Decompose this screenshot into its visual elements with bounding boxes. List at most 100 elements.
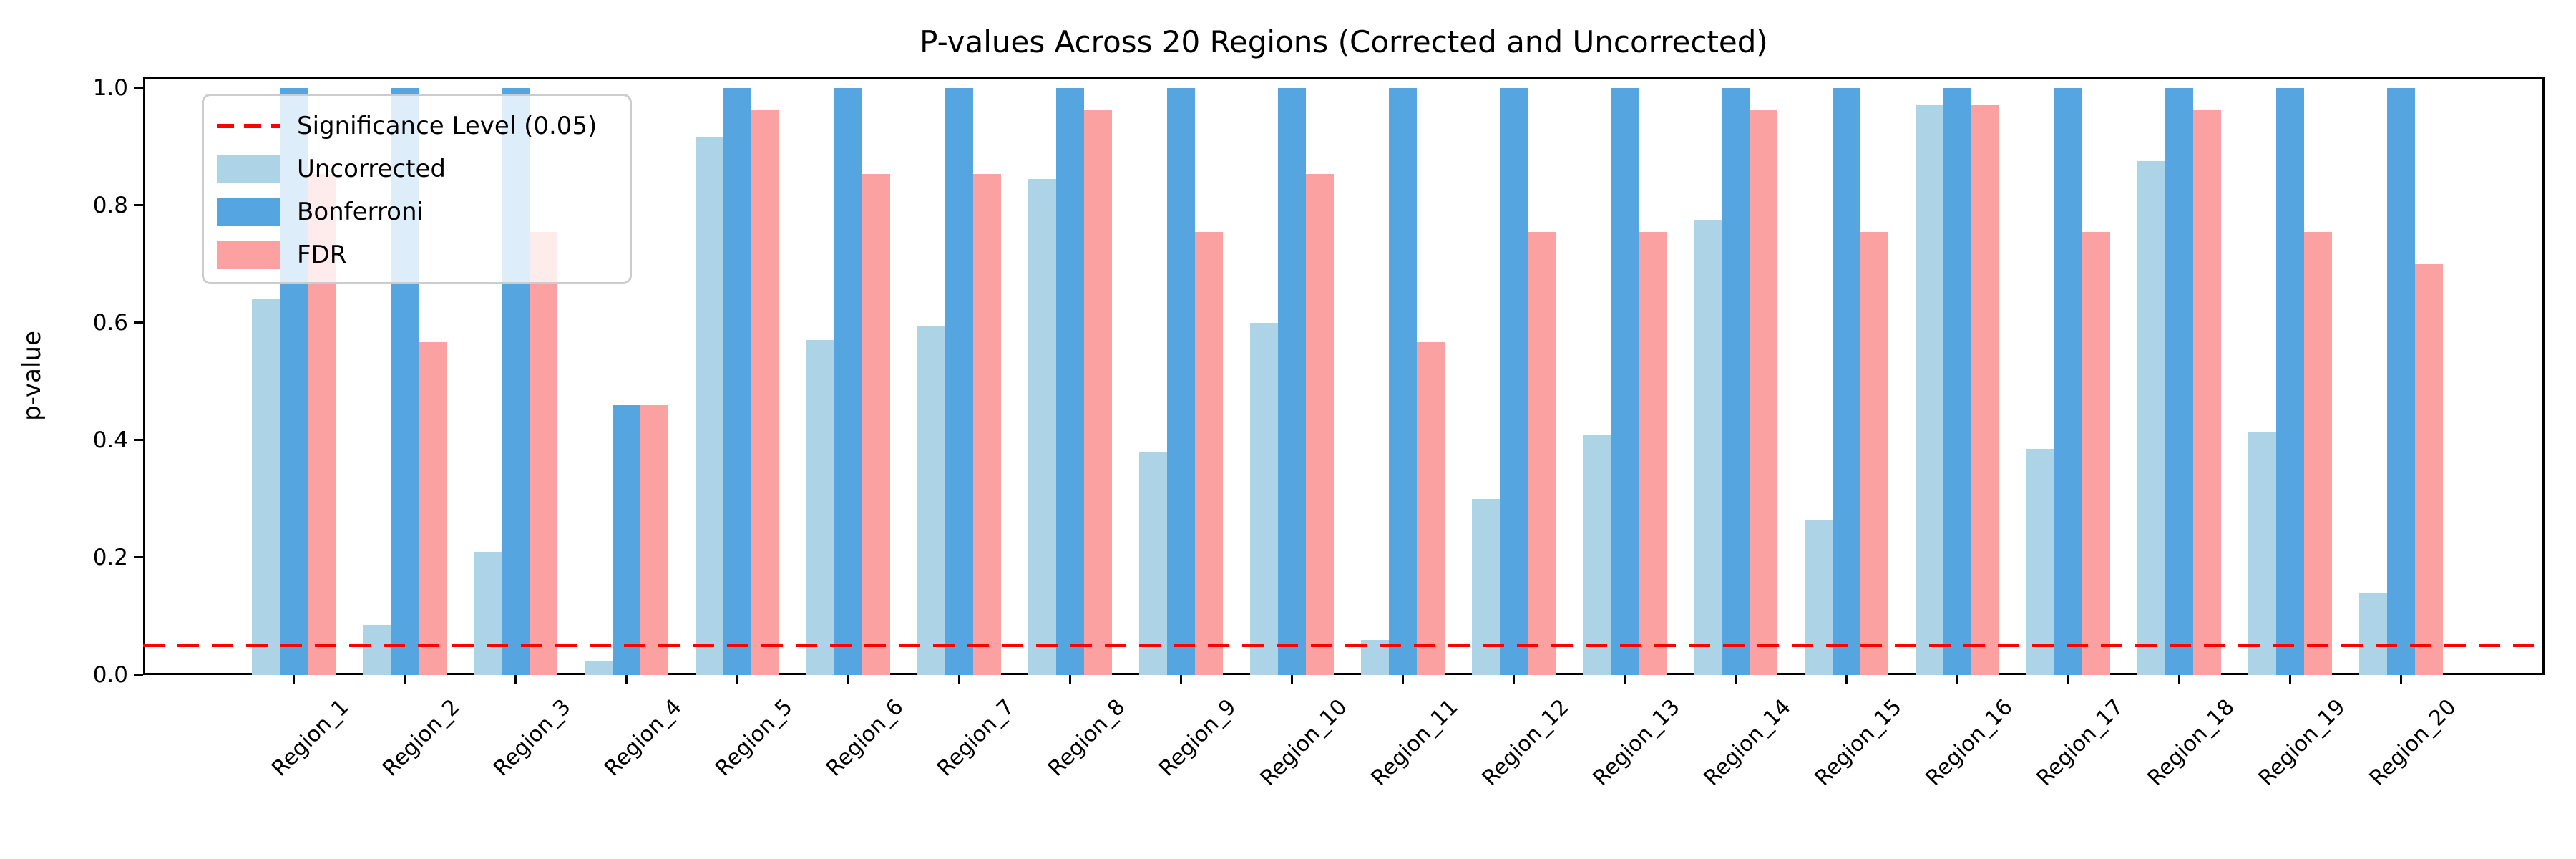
bar-uncorrected-region_15 [1804, 519, 1833, 675]
bar-uncorrected-region_9 [1138, 452, 1167, 675]
x-tick-label-region_19: Region_19 [2253, 694, 2351, 791]
dashed-line-swatch [217, 124, 280, 128]
bar-uncorrected-region_8 [1028, 178, 1056, 675]
x-tick-region_11 [1401, 675, 1404, 684]
bar-uncorrected-region_10 [1249, 322, 1278, 675]
legend-item-bonferroni: Bonferroni [217, 190, 630, 233]
x-tick-region_18 [2177, 675, 2180, 684]
bar-fdr-region_9 [1194, 231, 1223, 675]
y-tick-0.0 [134, 674, 143, 676]
x-tick-region_20 [2399, 675, 2402, 684]
legend-label-bonferroni: Bonferroni [297, 198, 424, 226]
y-tick-label-1.0: 1.0 [92, 74, 128, 101]
bar-uncorrected-region_20 [2358, 593, 2387, 675]
x-tick-label-region_15: Region_15 [1810, 694, 1907, 791]
x-tick-region_5 [736, 675, 738, 684]
legend-label-significance: Significance Level (0.05) [297, 112, 597, 140]
x-tick-label-region_8: Region_8 [1043, 694, 1131, 782]
x-tick-region_9 [1179, 675, 1182, 684]
bar-fdr-region_5 [751, 110, 779, 675]
x-tick-region_7 [957, 675, 960, 684]
x-tick-region_14 [1734, 675, 1737, 684]
y-tick-0.6 [134, 321, 143, 324]
y-tick-label-0.8: 0.8 [92, 192, 128, 218]
bar-fdr-region_11 [1416, 341, 1445, 675]
bar-bonferroni-region_11 [1388, 87, 1417, 675]
bar-bonferroni-region_8 [1055, 87, 1084, 675]
x-tick-label-region_3: Region_3 [489, 694, 576, 782]
bar-uncorrected-region_5 [695, 137, 723, 675]
bar-fdr-region_18 [2192, 110, 2221, 675]
x-tick-label-region_9: Region_9 [1154, 694, 1241, 782]
y-tick-0.4 [134, 439, 143, 442]
x-tick-region_8 [1068, 675, 1071, 684]
x-tick-label-region_5: Region_5 [711, 694, 798, 782]
x-tick-region_19 [2288, 675, 2291, 684]
bar-fdr-region_7 [972, 174, 1001, 675]
bar-uncorrected-region_12 [1471, 498, 1500, 675]
x-tick-label-region_12: Region_12 [1477, 694, 1574, 791]
bar-fdr-region_19 [2303, 231, 2332, 675]
bar-fdr-region_14 [1749, 110, 1777, 675]
bar-bonferroni-region_19 [2275, 87, 2304, 675]
legend-label-uncorrected: Uncorrected [297, 155, 446, 183]
bar-uncorrected-region_19 [2248, 431, 2276, 675]
bar-uncorrected-region_4 [584, 661, 613, 675]
bar-fdr-region_6 [862, 174, 890, 675]
x-tick-region_2 [403, 675, 406, 684]
x-tick-region_13 [1623, 675, 1626, 684]
x-tick-region_1 [292, 675, 295, 684]
bar-bonferroni-region_13 [1610, 87, 1639, 675]
bonferroni-swatch [217, 198, 280, 226]
y-tick-label-0.0: 0.0 [92, 662, 128, 688]
x-tick-region_16 [1956, 675, 1958, 684]
bar-bonferroni-region_6 [834, 87, 862, 675]
y-tick-0.2 [134, 556, 143, 559]
x-tick-label-region_18: Region_18 [2142, 694, 2240, 791]
x-tick-label-region_11: Region_11 [1366, 694, 1463, 791]
bar-fdr-region_10 [1305, 174, 1334, 675]
bar-bonferroni-region_7 [945, 87, 973, 675]
bar-bonferroni-region_15 [1832, 87, 1860, 675]
x-tick-label-region_16: Region_16 [1921, 694, 2018, 791]
bar-fdr-region_2 [418, 341, 447, 675]
bar-bonferroni-region_14 [1721, 87, 1750, 675]
bar-fdr-region_16 [1971, 105, 1999, 675]
x-tick-region_3 [514, 675, 517, 684]
bar-bonferroni-region_12 [1499, 87, 1528, 675]
bar-bonferroni-region_16 [1943, 87, 1971, 675]
bar-uncorrected-region_13 [1582, 434, 1611, 675]
bar-fdr-region_20 [2414, 263, 2443, 675]
bar-fdr-region_15 [1860, 231, 1888, 675]
x-tick-label-region_17: Region_17 [2031, 694, 2129, 791]
bar-uncorrected-region_7 [917, 325, 945, 675]
bar-uncorrected-region_17 [2026, 449, 2054, 675]
legend-item-uncorrected: Uncorrected [217, 147, 630, 190]
bar-uncorrected-region_16 [1915, 105, 1943, 675]
bar-fdr-region_13 [1638, 231, 1667, 675]
x-tick-label-region_7: Region_7 [932, 694, 1020, 782]
bar-bonferroni-region_20 [2386, 87, 2415, 675]
significance-line [143, 644, 2545, 648]
y-tick-label-0.6: 0.6 [92, 309, 128, 336]
x-tick-label-region_2: Region_2 [378, 694, 465, 782]
bar-bonferroni-region_5 [723, 87, 751, 675]
chart-title: P-values Across 20 Regions (Corrected an… [919, 24, 1768, 59]
bar-bonferroni-region_4 [612, 404, 640, 675]
bar-uncorrected-region_18 [2137, 161, 2165, 675]
y-tick-1.0 [134, 87, 143, 89]
x-tick-label-region_14: Region_14 [1699, 694, 1796, 791]
y-tick-0.8 [134, 204, 143, 207]
legend-item-significance: Significance Level (0.05) [217, 105, 630, 147]
y-axis-label: p-value [17, 331, 47, 421]
y-tick-label-0.4: 0.4 [92, 427, 128, 453]
bar-uncorrected-region_3 [473, 551, 502, 675]
bar-uncorrected-region_1 [251, 299, 280, 675]
bar-bonferroni-region_17 [2054, 87, 2082, 675]
x-tick-label-region_1: Region_1 [267, 694, 354, 782]
legend-item-fdr: FDR [217, 233, 630, 276]
x-tick-label-region_20: Region_20 [2364, 694, 2462, 791]
bar-fdr-region_4 [640, 404, 668, 675]
bar-fdr-region_3 [529, 231, 557, 675]
